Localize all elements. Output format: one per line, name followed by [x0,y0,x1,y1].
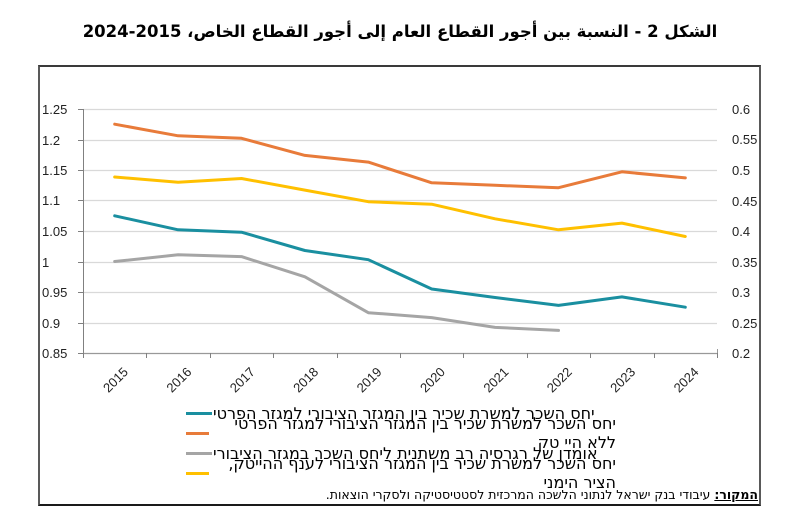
source-label: המקור: [714,487,758,502]
right-tick-label: 0.6 [732,102,750,117]
right-tick-label: 0.2 [732,346,750,361]
x-tick-label: 2018 [290,364,321,395]
left-axis-ticks: 1.25 1.2 1.15 1.1 1.05 1 0.95 0.9 0.85 [42,102,83,361]
left-tick-label: 0.85 [42,346,67,361]
left-tick-label: 0.9 [42,316,60,331]
legend-label: יחס השכר למשרת שכיר בין המגזר הציבורי לע… [228,454,616,492]
x-tick-label: 2024 [671,364,702,395]
legend-label: יחס השכר למשרת שכיר בין המגזר הציבורי למ… [234,414,616,452]
x-tick-label: 2023 [607,364,638,395]
legend-swatch-yellow [186,471,209,475]
left-tick-label: 0.95 [42,285,67,300]
series-line-2 [113,253,560,332]
x-tick-label: 2015 [100,364,131,395]
left-tick-label: 1.2 [42,133,60,148]
legend-swatch-gray [186,451,212,455]
left-tick-label: 1.1 [42,193,60,208]
right-tick-label: 0.5 [732,163,750,178]
legend: יחס השכר למשרת שכיר בין המגזר הציבורי למ… [186,403,616,492]
legend-item-orange: יחס השכר למשרת שכיר בין המגזר הציבורי למ… [186,414,616,452]
x-tick-label: 2021 [480,364,511,395]
right-tick-label: 0.45 [732,194,757,209]
right-tick-label: 0.4 [732,224,750,239]
x-tick-label: 2016 [163,364,194,395]
left-tick-label: 1.25 [42,102,67,117]
legend-label: יחס השכר למשרת שכיר בין המגזר הציבורי למ… [213,403,595,423]
series-line-0 [113,214,687,309]
x-tick-label: 2020 [417,364,448,395]
x-tick-label: 2017 [227,364,258,395]
left-tick-label: 1.05 [42,224,67,239]
right-axis-ticks: 0.6 0.55 0.5 0.45 0.4 0.35 0.3 0.25 0.2 [732,102,757,361]
left-tick-label: 1 [42,255,49,270]
x-tick-label: 2022 [544,364,575,395]
source-text: עיבודי בנק ישראל לנתוני הלשכה המרכזית לס… [325,487,715,502]
series-line-3 [113,175,687,238]
right-tick-label: 0.35 [732,255,757,270]
right-tick-label: 0.55 [732,132,757,147]
x-axis-ticks: 2015 2016 2017 2018 2019 2020 2021 2022 2023 2024 [83,353,718,395]
x-tick-label: 2019 [354,364,385,395]
legend-item-yellow: יחס השכר למשרת שכיר בין המגזר הציבורי לע… [186,454,616,492]
gridlines [83,108,717,325]
left-tick-label: 1.15 [42,163,67,178]
series-lines [113,122,687,332]
series-line-1 [113,122,687,190]
source-note: המקור: עיבודי בנק ישראל לנתוני הלשכה המר… [326,487,758,502]
right-tick-label: 0.3 [732,285,750,300]
legend-item-gray: אומדן של רגרסיה רב משתנית ליחס השכר במגז… [186,443,616,463]
chart-frame [38,65,761,506]
chart-title: الشكل 2 - النسبة بين أجور القطاع العام إ… [82,22,718,41]
legend-swatch-teal [186,411,212,415]
right-tick-label: 0.25 [732,316,757,331]
legend-swatch-orange [186,431,209,435]
legend-label: אומדן של רגרסיה רב משתנית ליחס השכר במגז… [213,443,598,463]
legend-item-teal: יחס השכר למשרת שכיר בין המגזר הציבורי למ… [186,403,616,423]
